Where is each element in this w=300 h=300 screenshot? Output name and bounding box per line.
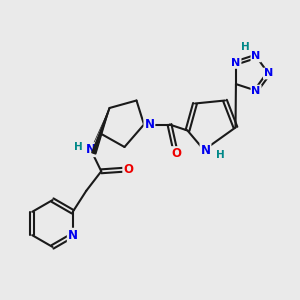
Text: H: H	[74, 142, 82, 152]
Text: O: O	[171, 147, 181, 160]
Text: N: N	[251, 51, 261, 62]
Text: N: N	[264, 68, 273, 79]
Text: N: N	[231, 58, 241, 68]
Polygon shape	[92, 108, 110, 154]
Text: N: N	[68, 229, 78, 242]
Text: N: N	[200, 143, 211, 157]
Text: H: H	[241, 42, 250, 52]
Text: N: N	[86, 143, 96, 156]
Text: H: H	[216, 149, 225, 160]
Text: O: O	[123, 163, 133, 176]
Text: N: N	[251, 85, 261, 96]
Text: N: N	[144, 118, 154, 131]
